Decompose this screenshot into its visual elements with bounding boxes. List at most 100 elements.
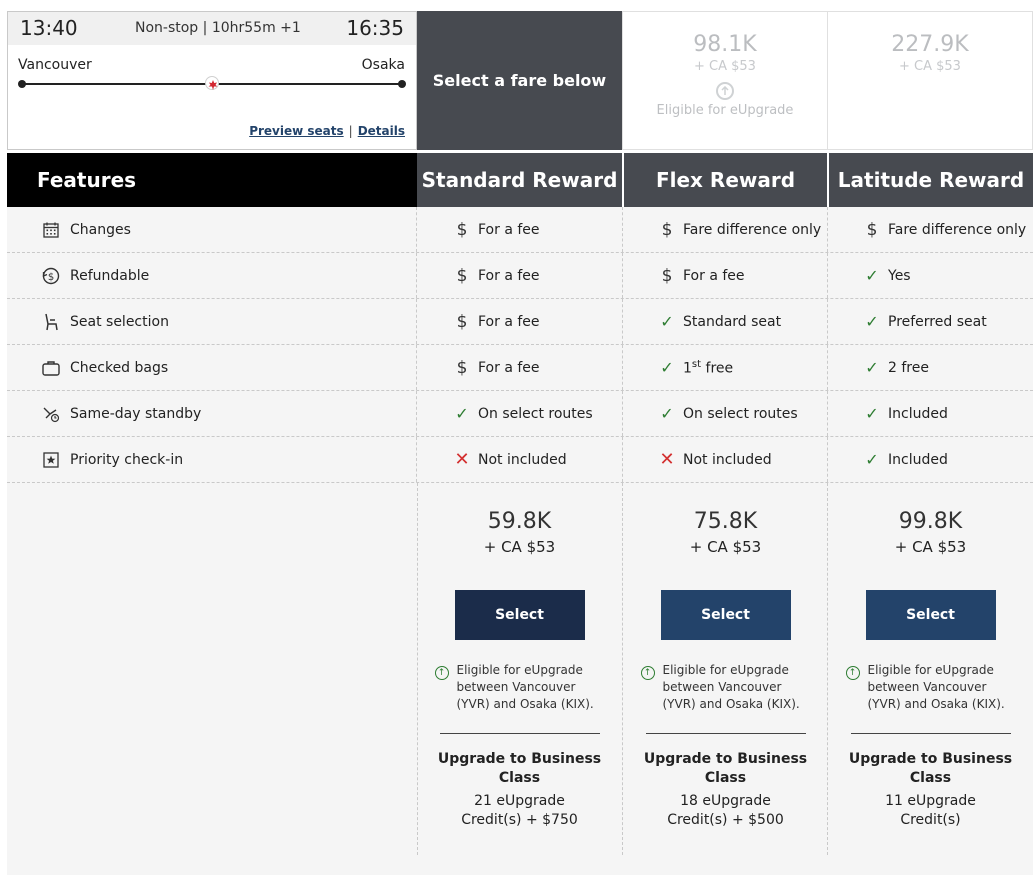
fare-value-cell: ✓ Yes: [827, 253, 1033, 298]
fare-value-text: Preferred seat: [888, 314, 987, 330]
feature-cell: Seat selection: [7, 299, 417, 344]
fare-value-text: For a fee: [478, 268, 540, 284]
fare-value-main: Standard seat: [683, 313, 782, 330]
feature-row: Priority check-in ✕ Not included ✕ Not inclu…: [7, 437, 1033, 483]
column-divider: [827, 207, 828, 252]
fare-card-first[interactable]: 227.9K + CA $53: [827, 11, 1033, 150]
flex-reward-header: Flex Reward: [623, 153, 827, 207]
check-icon: ✓: [865, 358, 879, 377]
fare-points: 75.8K: [693, 509, 758, 534]
select-fare-prompt: Select a fare below: [417, 11, 622, 150]
feature-label: Checked bags: [70, 359, 169, 376]
fare-value-cell: $ For a fee: [622, 253, 827, 298]
feature-label: Priority check-in: [70, 451, 184, 468]
flight-links: Preview seats | Details: [249, 124, 405, 138]
features-header: Features: [7, 153, 417, 207]
dollar-icon: $: [661, 219, 673, 240]
upgrade-cost: 18 eUpgrade Credit(s) + $500: [667, 793, 784, 828]
divider: [645, 733, 806, 734]
divider: [850, 733, 1011, 734]
eupgrade-eligibility: ↑ Eligible for eUpgrade between Vancouve…: [845, 662, 1016, 713]
feature-cell: Same-day standby: [7, 391, 417, 436]
airline-logo-icon: [205, 76, 219, 90]
column-divider: [622, 483, 623, 855]
fare-value-main: Included: [888, 405, 948, 422]
fare-value-cell: ✓ On select routes: [417, 391, 622, 436]
select-standard-reward-button[interactable]: Select: [454, 590, 585, 640]
feature-row: Seat selection $ For a fee ✓ Standard seat ✓ P…: [7, 299, 1033, 345]
fare-value-main: For a fee: [478, 221, 540, 238]
fare-value-main: Yes: [888, 267, 911, 284]
dollar-icon: $: [456, 357, 468, 378]
upgrade-arrow-icon: ↑: [434, 666, 449, 680]
check-icon: ✓: [660, 404, 674, 423]
fare-value-text: For a fee: [478, 360, 540, 376]
upgrade-arrow-icon: ↑: [845, 666, 860, 680]
calendar-icon: [41, 220, 61, 240]
fare-value-suffix: free: [701, 360, 734, 377]
check-icon: ✓: [660, 312, 674, 331]
check-icon: ✓: [865, 450, 879, 469]
fare-value-text: Fare difference only: [683, 222, 821, 238]
fare-points: 99.8K: [898, 509, 963, 534]
fare-points: 59.8K: [487, 509, 552, 534]
svg-text:$: $: [48, 271, 54, 282]
feature-label: Seat selection: [70, 313, 169, 330]
link-separator: |: [348, 124, 353, 138]
check-icon: ✓: [865, 266, 879, 285]
cross-icon: ✕: [454, 449, 470, 470]
dollar-icon: $: [456, 265, 468, 286]
feature-cell: Changes: [7, 207, 417, 252]
fare-value-main: Preferred seat: [888, 313, 987, 330]
column-divider: [622, 299, 623, 344]
origin-city: Vancouver: [18, 57, 92, 73]
details-link[interactable]: Details: [357, 124, 405, 138]
fare-value-cell: $ For a fee: [417, 253, 622, 298]
upgrade-arrow-icon: [716, 82, 734, 100]
fare-tax: + CA $53: [483, 538, 556, 556]
eupgrade-eligibility-text: Eligible for eUpgrade between Vancouver …: [662, 663, 800, 711]
departure-time: 13:40: [20, 16, 78, 40]
feature-label: Same-day standby: [70, 405, 202, 422]
dollar-icon: $: [456, 219, 468, 240]
fare-card-business[interactable]: 98.1K + CA $53 Eligible for eUpgrade: [622, 11, 828, 150]
preview-seats-link[interactable]: Preview seats: [249, 124, 344, 138]
fare-tax: + CA $53: [894, 538, 967, 556]
fare-value-main: For a fee: [478, 313, 540, 330]
check-icon: ✓: [865, 404, 879, 423]
refund-icon: $: [41, 266, 61, 286]
select-flex-reward-button[interactable]: Select: [660, 590, 791, 640]
fare-value-text: Not included: [683, 452, 772, 468]
feature-label: Changes: [70, 221, 131, 238]
fare-value-text: For a fee: [478, 314, 540, 330]
fare-value-cell: ✕ Not included: [417, 437, 622, 482]
route-info: Non-stop | 10hr55m +1: [135, 20, 301, 36]
fare-value-main: Included: [888, 451, 948, 468]
fare-value-cell: $ For a fee: [417, 345, 622, 390]
feature-label: Refundable: [70, 267, 150, 284]
fare-value-text: 2 free: [888, 360, 929, 376]
fare-value-text: Included: [888, 452, 948, 468]
feature-cell: $ Refundable: [7, 253, 417, 298]
column-divider: [622, 345, 623, 390]
select-latitude-reward-button[interactable]: Select: [865, 590, 996, 640]
check-icon: ✓: [660, 358, 674, 377]
column-divider: [622, 391, 623, 436]
arrival-time: 16:35: [346, 16, 404, 40]
fare-value-cell: ✓ 1st free: [622, 345, 827, 390]
fare-value-cell: ✓ Preferred seat: [827, 299, 1033, 344]
standard-reward-header: Standard Reward: [417, 153, 622, 207]
column-divider: [827, 391, 828, 436]
flight-summary-card: 13:40 Non-stop | 10hr55m +1 16:35 Vancou…: [7, 11, 417, 150]
fare-value-cell: $ Fare difference only: [827, 207, 1033, 252]
fare-value-main: Not included: [478, 451, 567, 468]
fare-value-main: On select routes: [683, 405, 798, 422]
upgrade-cost: 21 eUpgrade Credit(s) + $750: [461, 793, 578, 828]
eupgrade-eligibility-text: Eligible for eUpgrade between Vancouver …: [456, 663, 594, 711]
upgrade-arrow-icon: ↑: [640, 666, 655, 680]
fare-value-main: On select routes: [478, 405, 593, 422]
fare-points: 227.9K: [891, 32, 969, 57]
flight-times-bar: [8, 12, 416, 45]
fare-value-cell: ✓ Included: [827, 437, 1033, 482]
column-divider: [622, 207, 623, 252]
